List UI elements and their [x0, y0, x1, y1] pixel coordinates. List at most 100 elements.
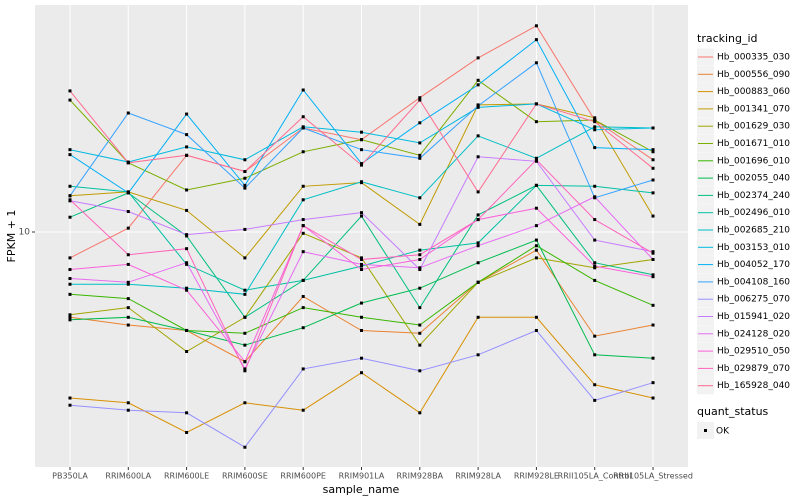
data-point	[243, 445, 247, 449]
data-point	[301, 115, 305, 119]
data-point	[476, 261, 480, 265]
legend-label: OK	[716, 427, 730, 437]
data-point	[126, 401, 130, 405]
data-point	[534, 315, 538, 319]
data-point	[476, 280, 480, 284]
data-point	[651, 323, 655, 327]
data-point	[185, 328, 189, 332]
data-point	[68, 318, 72, 322]
data-point	[126, 315, 130, 319]
data-point	[534, 206, 538, 210]
x-tick-label: RRIM600LE	[164, 472, 209, 481]
data-point	[243, 288, 247, 292]
data-point	[593, 116, 597, 120]
data-point	[243, 158, 247, 162]
data-point	[418, 268, 422, 272]
data-point	[476, 104, 480, 108]
legend-label: Hb_002055_040	[717, 174, 790, 184]
data-point	[360, 268, 363, 272]
legend-label: Hb_003153_010	[717, 243, 790, 253]
data-point	[651, 396, 655, 400]
data-point	[301, 198, 305, 202]
legend-title: quant_status	[697, 405, 769, 418]
data-point	[418, 98, 422, 102]
data-point	[68, 313, 72, 317]
data-point	[360, 301, 363, 305]
data-point	[68, 277, 72, 281]
data-point	[185, 133, 189, 137]
data-point	[301, 250, 305, 254]
data-point	[593, 266, 597, 270]
legend-label: Hb_001341_070	[717, 104, 790, 114]
data-point	[418, 343, 422, 347]
data-point	[68, 194, 72, 198]
x-tick-label: RRIM928BA	[396, 472, 443, 481]
data-point	[126, 226, 130, 230]
data-point	[243, 369, 247, 373]
data-point	[301, 88, 305, 92]
data-point	[185, 430, 189, 434]
data-point	[68, 268, 72, 272]
data-point	[651, 250, 655, 254]
data-point	[593, 238, 597, 242]
data-point	[243, 227, 247, 231]
data-point	[68, 148, 72, 152]
data-point	[476, 244, 480, 248]
x-tick-label: RRIM901LA	[339, 472, 385, 481]
legend-label: Hb_004108_160	[717, 277, 790, 287]
x-tick-label: RRIM600SE	[222, 472, 268, 481]
data-point	[651, 273, 655, 277]
data-point	[360, 163, 363, 167]
y-tick-label: 10	[19, 227, 31, 237]
data-point	[126, 191, 130, 195]
data-point	[534, 224, 538, 228]
legend-label: Hb_165928_040	[717, 381, 790, 391]
x-axis-label: sample_name	[323, 483, 400, 496]
data-point	[476, 83, 480, 87]
data-point	[534, 61, 538, 65]
data-point	[185, 411, 189, 415]
data-point	[593, 120, 597, 124]
legend-title: tracking_id	[697, 32, 758, 45]
data-point	[651, 191, 655, 195]
data-point	[301, 408, 305, 412]
data-point	[68, 282, 72, 286]
data-point	[243, 170, 247, 174]
data-point	[185, 261, 189, 265]
data-point	[185, 208, 189, 212]
data-point	[593, 383, 597, 387]
data-point	[418, 369, 422, 373]
data-point	[68, 198, 72, 202]
data-point	[593, 353, 597, 357]
legend-label: Hb_006275_070	[717, 295, 790, 305]
data-point	[243, 331, 247, 335]
data-point	[360, 356, 363, 360]
data-point	[651, 214, 655, 218]
data-point	[360, 371, 363, 375]
x-tick-label: PB350LA	[52, 472, 88, 481]
data-point	[593, 218, 597, 222]
data-point	[418, 153, 422, 157]
data-point	[593, 195, 597, 199]
data-point	[593, 278, 597, 282]
data-point	[126, 306, 130, 310]
data-point	[185, 288, 189, 292]
x-tick-label: RRIM928LA	[455, 472, 501, 481]
data-point	[360, 315, 363, 319]
data-point	[418, 257, 422, 261]
x-tick-label: RRIM600LA	[105, 472, 151, 481]
data-point	[243, 401, 247, 405]
data-point	[418, 121, 422, 125]
x-tick-label: RRII105LA_Control	[558, 472, 632, 481]
data-point	[651, 251, 655, 255]
data-point	[68, 315, 72, 319]
legend-label: Hb_001671_010	[717, 139, 790, 149]
x-tick-label: RRII105LA_Stressed	[613, 472, 693, 481]
data-point	[651, 166, 655, 170]
data-point	[301, 150, 305, 154]
data-point	[301, 306, 305, 310]
data-point	[651, 178, 655, 182]
data-point	[243, 360, 247, 364]
data-point	[126, 210, 130, 214]
data-point	[126, 253, 130, 257]
